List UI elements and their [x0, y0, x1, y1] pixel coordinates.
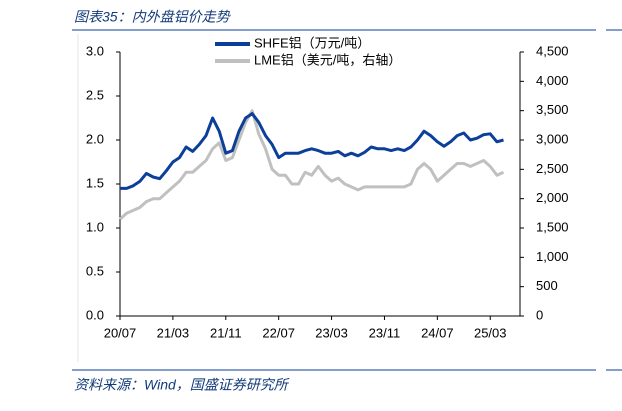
x-tick-label: 22/07 — [262, 325, 295, 340]
x-tick-label: 20/07 — [104, 325, 137, 340]
y-tick-label: 1.5 — [86, 175, 104, 190]
y-tick-label: 4,500 — [536, 43, 569, 58]
legend-label: SHFE铝（万元/吨） — [254, 35, 370, 50]
y-tick-label: 2.0 — [86, 131, 104, 146]
legend-label: LME铝（美元/吨，右轴） — [254, 52, 401, 67]
y-tick-label: 3,000 — [536, 131, 569, 146]
y-tick-label: 0 — [536, 307, 543, 322]
y-tick-label: 500 — [536, 278, 558, 293]
y-tick-label: 1.0 — [86, 219, 104, 234]
series-line — [119, 109, 505, 221]
y-tick-label: 2,500 — [536, 161, 569, 176]
y-tick-label: 2,000 — [536, 190, 569, 205]
y-tick-label: 2.5 — [86, 87, 104, 102]
y-tick-label: 1,000 — [536, 249, 569, 264]
x-tick-label: 21/11 — [210, 325, 242, 340]
y-tick-label: 0.0 — [86, 307, 104, 322]
y-tick-label: 4,000 — [536, 73, 569, 88]
x-tick-label: 24/07 — [421, 325, 454, 340]
series-line — [120, 112, 504, 190]
x-tick-label: 23/11 — [369, 325, 401, 340]
y-tick-label: 3.0 — [86, 43, 104, 58]
x-tick-label: 23/03 — [315, 325, 348, 340]
x-tick-label: 25/03 — [474, 325, 507, 340]
figure-title: 图表35：内外盘铝价走势 — [74, 9, 232, 25]
y-tick-label: 0.5 — [86, 263, 104, 278]
y-tick-label: 3,500 — [536, 102, 569, 117]
y-tick-label: 1,500 — [536, 219, 569, 234]
x-tick-label: 21/03 — [157, 325, 190, 340]
source-note: 资料来源：Wind，国盛证券研究所 — [74, 377, 290, 393]
